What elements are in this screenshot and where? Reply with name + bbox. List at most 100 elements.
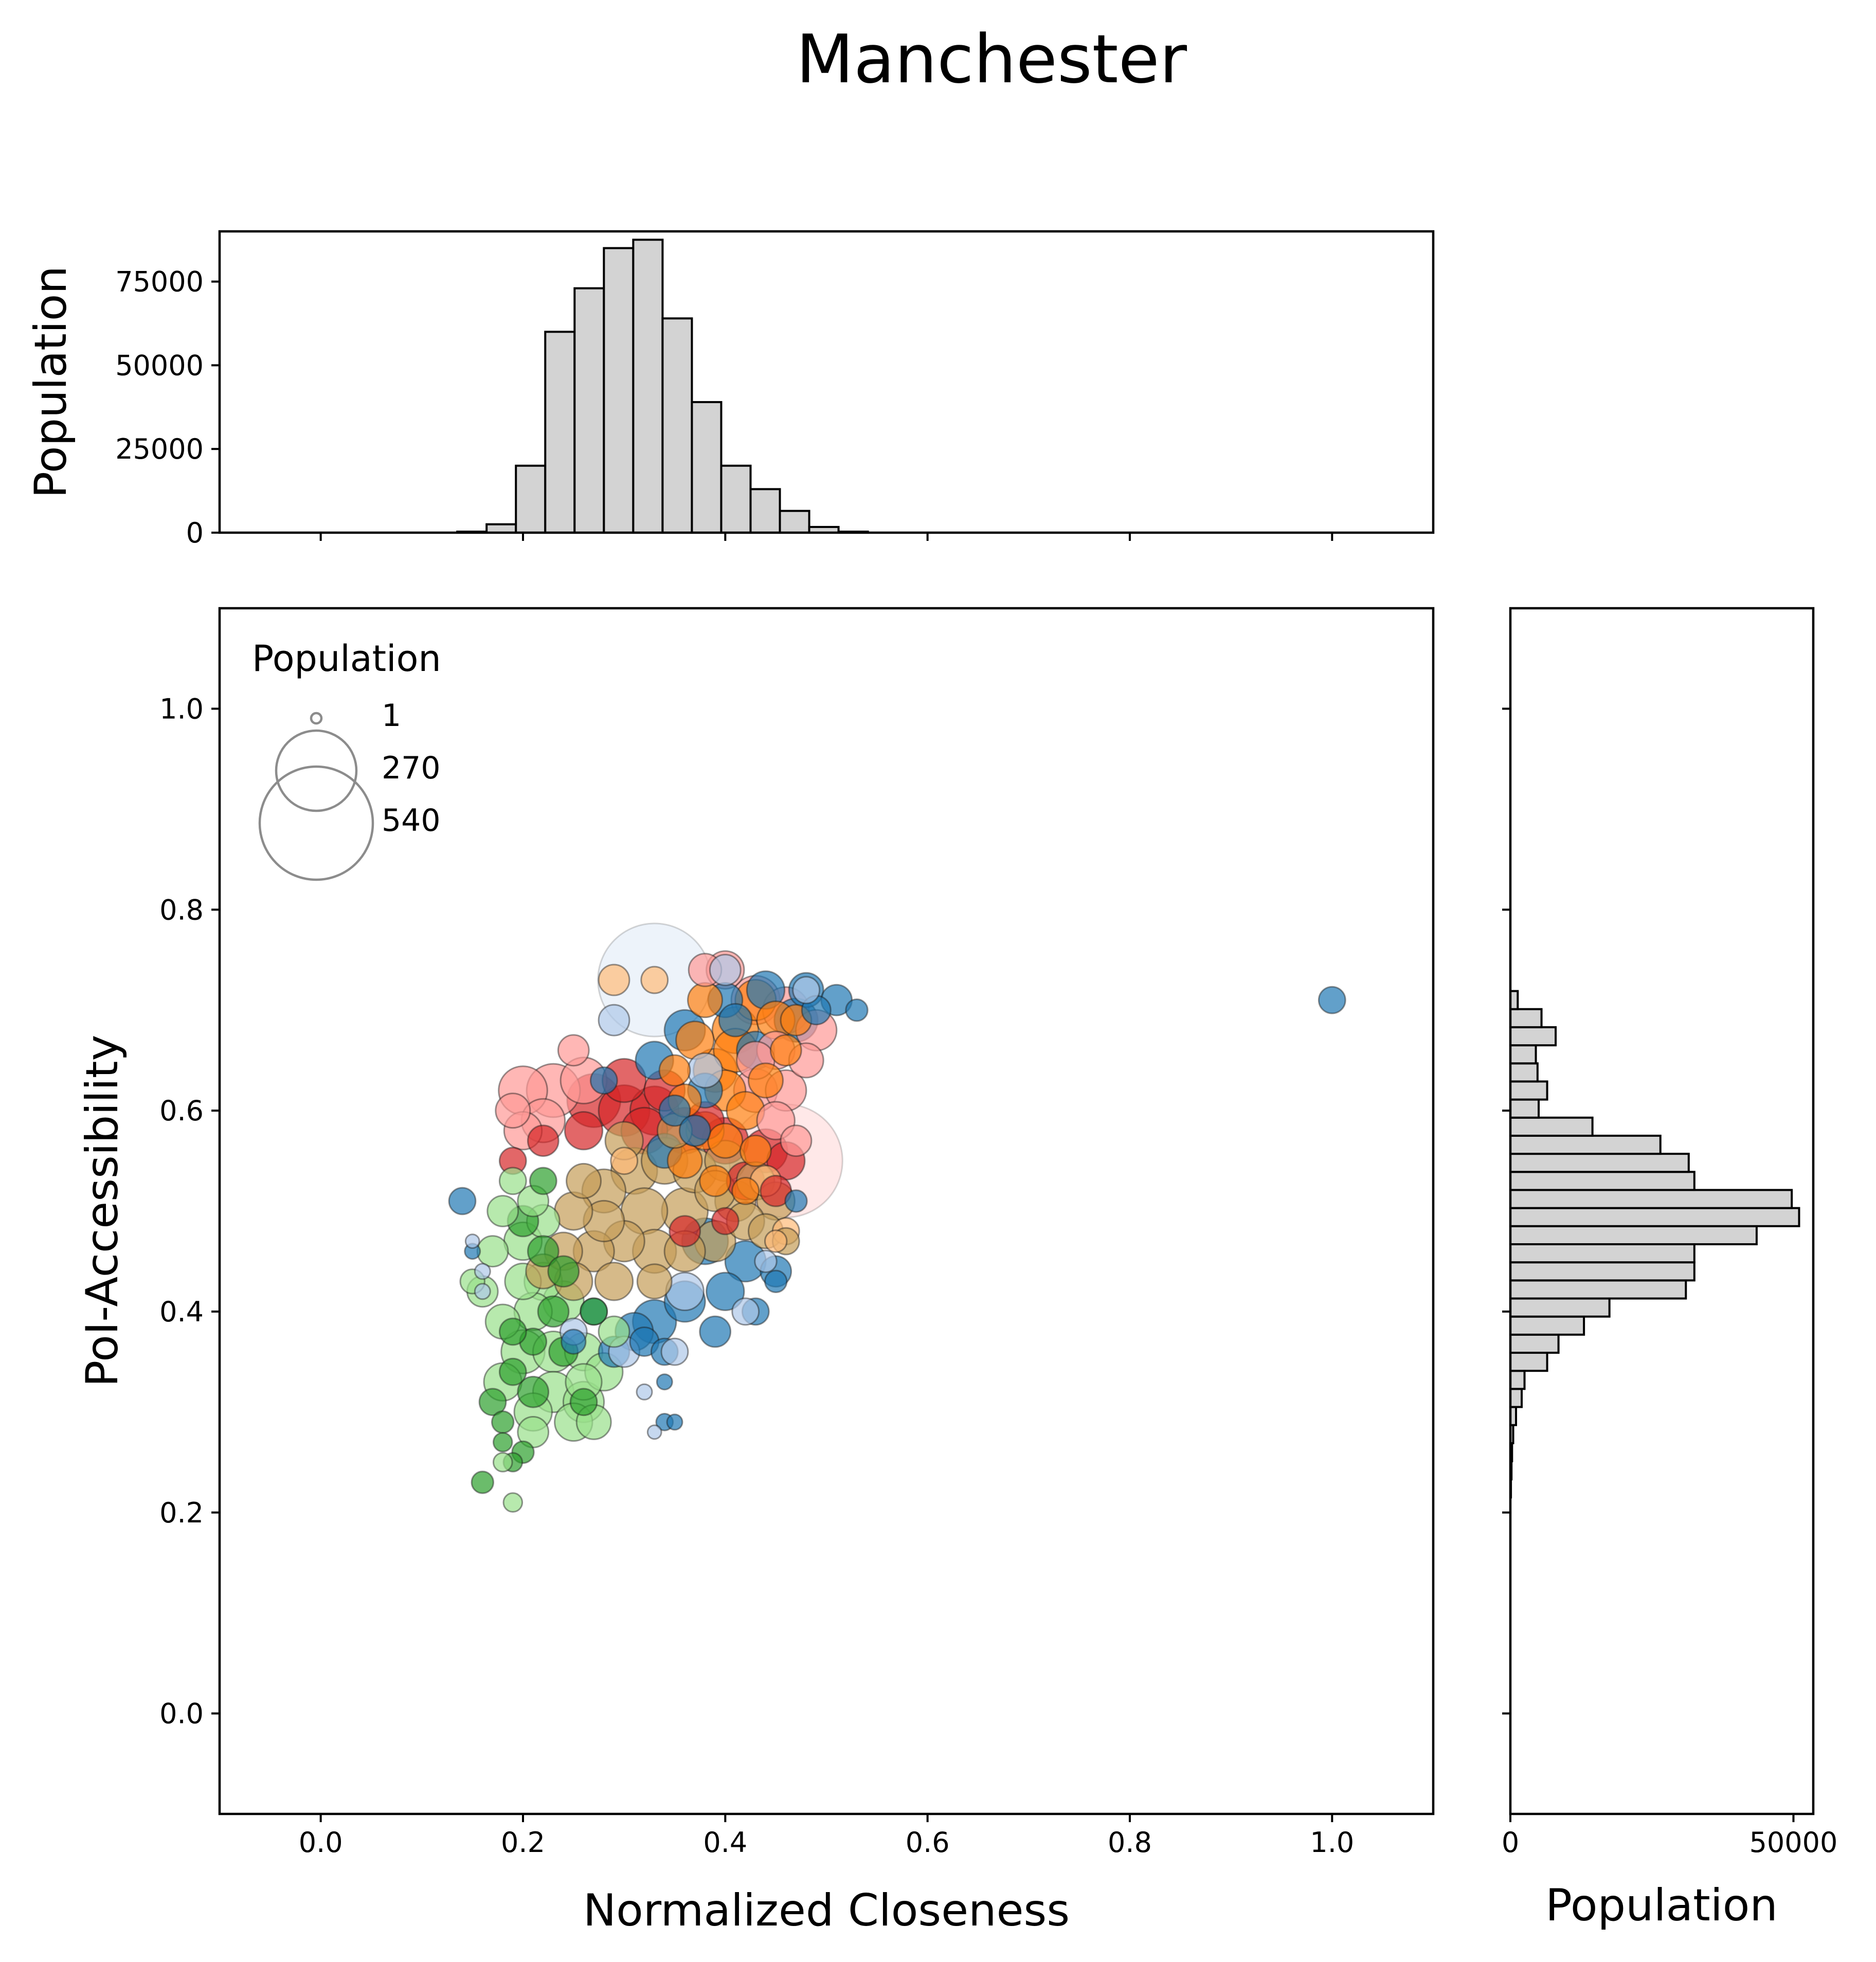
chart-title: Manchester bbox=[796, 20, 1187, 98]
scatter-point-8-27 bbox=[566, 1162, 602, 1199]
right-histogram-bar-26 bbox=[1509, 1008, 1543, 1028]
top-histogram-ytick-label-1: 25000 bbox=[115, 433, 204, 465]
right-histogram-bar-16 bbox=[1509, 1189, 1793, 1209]
legend-title: Population bbox=[252, 638, 441, 680]
scatter-xtick-label-4: 0.8 bbox=[1108, 1826, 1152, 1859]
scatter-point-4-14 bbox=[669, 1215, 701, 1248]
scatter-frame bbox=[218, 607, 1435, 1815]
scatter-point-6-2 bbox=[547, 1255, 580, 1288]
scatter-point-0-21 bbox=[699, 1315, 732, 1348]
top-histogram-bar-5 bbox=[603, 247, 635, 534]
top-histogram-bar-3 bbox=[544, 331, 576, 534]
right-histogram-bar-14 bbox=[1509, 1225, 1758, 1245]
scatter-point-0-6 bbox=[845, 998, 869, 1022]
right-histogram-bar-23 bbox=[1509, 1062, 1539, 1083]
scatter-point-6-3 bbox=[537, 1295, 570, 1328]
size-legend: Population 1 270 540 bbox=[252, 638, 441, 881]
top-histogram-frame bbox=[218, 230, 1435, 534]
scatter-point-2-15 bbox=[658, 1054, 691, 1087]
legend-marker-540 bbox=[258, 765, 374, 881]
scatter-point-2-16 bbox=[699, 1165, 732, 1197]
top-histogram-bar-2 bbox=[515, 464, 547, 534]
scatter-ticks: 0.0 0.2 0.4 0.6 0.8 1.0 0.0 0.2 0.4 0.6 0.8 1.0 bbox=[159, 693, 1354, 1859]
scatter-point-3-1 bbox=[640, 966, 669, 994]
top-histogram-bar-9 bbox=[720, 464, 752, 534]
scatter-point-7-21 bbox=[517, 1416, 550, 1448]
scatter-points bbox=[448, 922, 1346, 1513]
right-histogram-bar-9 bbox=[1509, 1315, 1585, 1336]
scatter-point-1-12 bbox=[660, 1337, 689, 1366]
scatter-xtick-label-0: 0.0 bbox=[299, 1826, 343, 1859]
scatter-point-0-31 bbox=[678, 1114, 711, 1147]
top-histogram-ytick-label-0: 0 bbox=[186, 517, 204, 549]
right-histogram-xtick-label-0: 0 bbox=[1502, 1826, 1519, 1859]
right-histogram-bars bbox=[1509, 990, 1800, 1499]
right-histogram-bar-10 bbox=[1509, 1297, 1611, 1318]
scatter-ytick-label-1: 0.2 bbox=[159, 1497, 204, 1529]
scatter-point-8-18 bbox=[636, 1263, 673, 1300]
scatter-ytick-label-3: 0.6 bbox=[159, 1095, 204, 1127]
legend-marker-1 bbox=[310, 712, 323, 725]
scatter-ytick-label-0: 0.0 bbox=[159, 1698, 204, 1730]
scatter-point-7-23 bbox=[492, 1452, 513, 1473]
scatter-point-6-9 bbox=[471, 1470, 494, 1494]
scatter-point-7-22 bbox=[502, 1492, 524, 1513]
scatter-xtick-label-2: 0.4 bbox=[703, 1826, 747, 1859]
scatter-point-2-11 bbox=[739, 1134, 772, 1167]
right-histogram-bar-21 bbox=[1509, 1098, 1540, 1119]
scatter-xtick-label-3: 0.6 bbox=[906, 1826, 950, 1859]
scatter-point-7-0 bbox=[486, 1195, 519, 1227]
scatter-point-7-19 bbox=[598, 1315, 630, 1348]
scatter-point-0-30 bbox=[784, 1189, 808, 1213]
top-histogram-ylabel: Population bbox=[25, 266, 77, 498]
top-histogram-bar-6 bbox=[632, 239, 664, 534]
scatter-point-0-36 bbox=[561, 1329, 587, 1355]
scatter-point-5-17 bbox=[780, 1124, 813, 1157]
legend-label-270: 270 bbox=[382, 750, 441, 786]
scatter-point-1-15 bbox=[709, 954, 742, 986]
scatter-point-5-16 bbox=[557, 1034, 590, 1067]
legend-label-540: 540 bbox=[382, 803, 441, 839]
top-histogram-bar-1 bbox=[485, 523, 517, 534]
right-histogram-frame bbox=[1509, 607, 1815, 1815]
scatter-point-6-14 bbox=[529, 1167, 557, 1195]
scatter-point-0-24 bbox=[448, 1187, 477, 1215]
scatter-ytick-label-4: 0.8 bbox=[159, 894, 204, 926]
scatter-point-6-5 bbox=[498, 1357, 527, 1386]
scatter-point-5-5 bbox=[495, 1093, 531, 1129]
scatter-point-1-11 bbox=[646, 1424, 662, 1440]
scatter-point-2-9 bbox=[666, 1142, 703, 1179]
scatter-point-2-13 bbox=[769, 1034, 802, 1067]
scatter-point-1-10 bbox=[636, 1383, 653, 1401]
scatter-xtick-label-5: 1.0 bbox=[1310, 1826, 1354, 1859]
scatter-point-7-17 bbox=[498, 1167, 527, 1195]
scatter-point-2-4 bbox=[687, 982, 723, 1019]
scatter-point-1-4 bbox=[731, 1297, 760, 1326]
right-histogram-bar-5 bbox=[1509, 1388, 1523, 1408]
scatter-point-1-8 bbox=[474, 1283, 491, 1300]
scatter-point-1-1 bbox=[687, 1052, 723, 1088]
scatter-point-0-23 bbox=[764, 1269, 788, 1294]
scatter-point-4-11 bbox=[564, 1111, 604, 1151]
right-histogram-bar-12 bbox=[1509, 1261, 1695, 1282]
right-histogram-bar-17 bbox=[1509, 1171, 1695, 1191]
right-histogram-bar-19 bbox=[1509, 1134, 1662, 1155]
scatter-point-2-17 bbox=[731, 1177, 760, 1205]
scatter-point-4-15 bbox=[711, 1207, 739, 1236]
right-histogram-xtick-label-1: 50000 bbox=[1749, 1826, 1838, 1859]
top-histogram-bar-10 bbox=[749, 488, 781, 534]
scatter-point-6-11 bbox=[517, 1375, 550, 1408]
right-histogram-bar-11 bbox=[1509, 1279, 1687, 1300]
right-histogram-bar-13 bbox=[1509, 1243, 1695, 1264]
scatter-point-2-12 bbox=[748, 1062, 784, 1099]
scatter-point-1-7 bbox=[474, 1263, 491, 1280]
top-histogram-ticks: 0 25000 50000 75000 bbox=[115, 266, 1333, 549]
scatter-point-3-0 bbox=[598, 964, 630, 996]
scatter-point-1-6 bbox=[598, 1004, 630, 1037]
scatter-point-0-10 bbox=[658, 1094, 691, 1127]
scatter-point-0-33 bbox=[718, 1003, 753, 1038]
scatter-point-6-13 bbox=[580, 1297, 608, 1326]
top-histogram-bar-8 bbox=[691, 401, 723, 534]
scatter-point-7-16 bbox=[476, 1235, 509, 1268]
